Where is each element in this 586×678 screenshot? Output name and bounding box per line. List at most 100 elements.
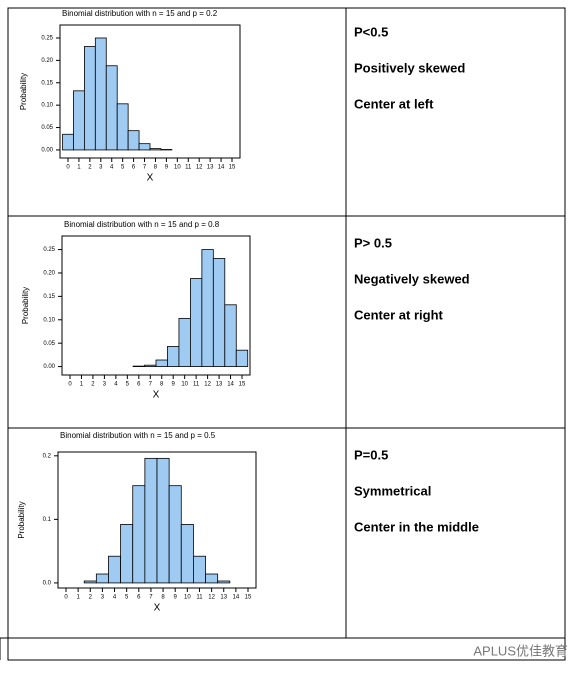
y-tick-label: 0.15 — [43, 294, 55, 300]
x-tick-label: 8 — [161, 595, 165, 601]
bar — [144, 457, 158, 584]
x-tick-label: 9 — [165, 165, 169, 171]
y-tick-label: 0.05 — [43, 341, 55, 347]
x-tick-label: 6 — [137, 595, 141, 601]
y-tick-label: 0.15 — [41, 80, 53, 86]
y-tick-label: 0.10 — [43, 317, 55, 323]
y-tick-label: 0.00 — [43, 364, 55, 370]
cell-text: Symmetrical — [354, 483, 431, 498]
bar — [155, 359, 168, 367]
bar — [205, 573, 219, 584]
chart-title: Binomial distribution with n = 15 and p … — [64, 220, 220, 229]
plot-frame — [59, 24, 241, 159]
x-tick-label: 7 — [149, 382, 153, 388]
bar — [156, 457, 170, 584]
cell-text: Center at left — [354, 96, 434, 111]
bar — [132, 485, 146, 584]
x-tick-label: 3 — [99, 165, 103, 171]
bar — [127, 130, 140, 151]
y-tick-label: 0.05 — [41, 125, 53, 131]
x-tick-label: 2 — [91, 382, 95, 388]
x-tick-label: 1 — [80, 382, 84, 388]
x-axis-label: X — [153, 390, 160, 401]
table-grid — [0, 7, 566, 661]
x-tick-label: 14 — [218, 165, 225, 171]
x-tick-label: 11 — [196, 595, 203, 601]
x-tick-label: 13 — [207, 165, 214, 171]
x-tick-label: 10 — [184, 595, 191, 601]
x-axis-label: X — [147, 173, 154, 184]
bar — [167, 346, 180, 367]
table-border — [7, 7, 566, 661]
bar — [105, 65, 118, 151]
x-tick-label: 1 — [77, 165, 81, 171]
bar — [192, 555, 206, 584]
x-tick-label: 4 — [113, 595, 117, 601]
x-tick-label: 3 — [101, 595, 105, 601]
y-tick-label: 0.10 — [41, 103, 53, 109]
x-tick-label: 0 — [64, 595, 68, 601]
y-axis-label: Probability — [21, 287, 30, 324]
x-tick-label: 15 — [229, 165, 236, 171]
bar — [116, 103, 129, 151]
x-tick-label: 1 — [76, 595, 80, 601]
y-tick-label: 0.00 — [41, 148, 53, 154]
bar — [84, 46, 96, 151]
bar — [217, 580, 231, 584]
y-tick-label: 0.0 — [43, 580, 52, 586]
bar — [201, 249, 214, 367]
bar — [178, 317, 191, 367]
x-tick-label: 3 — [103, 382, 107, 388]
bar — [189, 278, 203, 367]
y-tick-label: 0.1 — [43, 517, 52, 523]
x-tick-label: 4 — [114, 382, 118, 388]
bar — [138, 143, 151, 151]
y-axis-label: Probability — [19, 73, 28, 110]
x-tick-label: 15 — [245, 595, 252, 601]
x-tick-label: 13 — [216, 382, 223, 388]
x-tick-label: 10 — [174, 165, 181, 171]
x-tick-label: 11 — [185, 165, 192, 171]
x-tick-label: 9 — [172, 382, 176, 388]
cell-text: Center in the middle — [354, 519, 479, 534]
cell-text: Negatively skewed — [354, 271, 470, 286]
y-axis-label: Probability — [17, 501, 26, 538]
bar — [94, 37, 107, 151]
x-tick-label: 14 — [233, 595, 240, 601]
bar — [149, 148, 162, 151]
y-tick-label: 0.25 — [43, 247, 55, 253]
y-tick-label: 0.20 — [43, 271, 55, 277]
x-tick-label: 4 — [110, 165, 114, 171]
bar — [168, 485, 182, 584]
bar — [180, 524, 194, 584]
x-tick-label: 7 — [143, 165, 147, 171]
x-tick-label: 12 — [208, 595, 215, 601]
bar — [83, 580, 97, 584]
chart-title: Binomial distribution with n = 15 and p … — [62, 9, 218, 18]
x-tick-label: 12 — [204, 382, 211, 388]
plot-frame — [61, 235, 251, 376]
bar — [212, 258, 226, 367]
y-tick-label: 0.20 — [41, 58, 53, 64]
bar — [62, 133, 74, 151]
x-tick-label: 5 — [125, 595, 129, 601]
x-tick-label: 15 — [239, 382, 246, 388]
watermark: APLUS优佳教育 — [473, 643, 568, 658]
bar — [73, 90, 85, 151]
x-tick-label: 5 — [126, 382, 130, 388]
bar — [108, 555, 122, 584]
x-tick-label: 13 — [220, 595, 227, 601]
y-tick-label: 0.2 — [43, 453, 52, 459]
x-tick-label: 0 — [66, 165, 70, 171]
x-tick-label: 5 — [121, 165, 125, 171]
x-tick-label: 12 — [196, 165, 203, 171]
x-tick-label: 11 — [193, 382, 200, 388]
x-tick-label: 8 — [160, 382, 164, 388]
x-tick-label: 14 — [227, 382, 234, 388]
cell-text: Positively skewed — [354, 60, 465, 75]
bar — [235, 349, 249, 367]
bar — [224, 304, 237, 367]
x-tick-label: 2 — [89, 595, 93, 601]
cell-text: P=0.5 — [354, 447, 388, 462]
